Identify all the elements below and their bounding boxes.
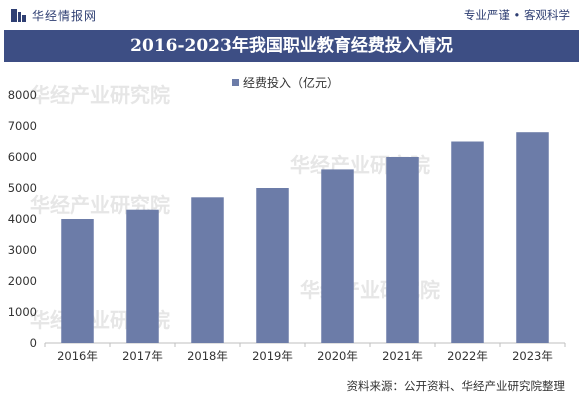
x-tick-label: 2021年 bbox=[382, 349, 423, 363]
source-note: 资料来源：公开资料、华经产业研究院整理 bbox=[346, 379, 566, 393]
bar bbox=[516, 132, 549, 343]
brand-logo-icon bbox=[11, 9, 26, 22]
bar bbox=[61, 219, 94, 343]
x-tick-label: 2016年 bbox=[57, 349, 98, 363]
x-tick-label: 2018年 bbox=[187, 349, 228, 363]
legend: 经费投入（亿元） bbox=[232, 75, 339, 90]
plot-area: 0 1000 2000 3000 4000 5000 6000 7000 8000 2016年 20… bbox=[8, 88, 566, 363]
x-tick-label: 2023年 bbox=[512, 349, 553, 363]
bar bbox=[386, 157, 419, 343]
y-tick-label: 4000 bbox=[8, 212, 37, 226]
bar bbox=[256, 188, 289, 343]
bar bbox=[126, 209, 159, 343]
watermark-text: 华经产业研究院 bbox=[30, 83, 170, 107]
bar bbox=[191, 197, 224, 343]
y-tick-label: 3000 bbox=[8, 243, 37, 257]
legend-label: 经费投入（亿元） bbox=[243, 75, 339, 90]
x-tick-label: 2020年 bbox=[317, 349, 358, 363]
x-tick-label: 2022年 bbox=[447, 349, 488, 363]
y-tick-label: 7000 bbox=[8, 119, 37, 133]
x-tick-label: 2019年 bbox=[252, 349, 293, 363]
y-tick-label: 8000 bbox=[8, 88, 37, 102]
y-tick-label: 5000 bbox=[8, 181, 37, 195]
y-tick-label: 2000 bbox=[8, 274, 37, 288]
y-tick-label: 0 bbox=[30, 336, 37, 350]
tagline: 专业严谨 • 客观科学 bbox=[463, 8, 570, 22]
bar bbox=[321, 169, 354, 343]
chart-title: 2016-2023年我国职业教育经费投入情况 bbox=[4, 30, 579, 62]
watermark-text: 华经产业研究院 bbox=[300, 278, 440, 302]
top-bar: 华经情报网 专业严谨 • 客观科学 bbox=[0, 0, 583, 30]
legend-swatch bbox=[232, 79, 239, 86]
x-tick-label: 2017年 bbox=[122, 349, 163, 363]
brand-name: 华经情报网 bbox=[32, 9, 98, 23]
bar bbox=[451, 141, 484, 343]
y-tick-label: 1000 bbox=[8, 305, 37, 319]
y-tick-label: 6000 bbox=[8, 150, 37, 164]
